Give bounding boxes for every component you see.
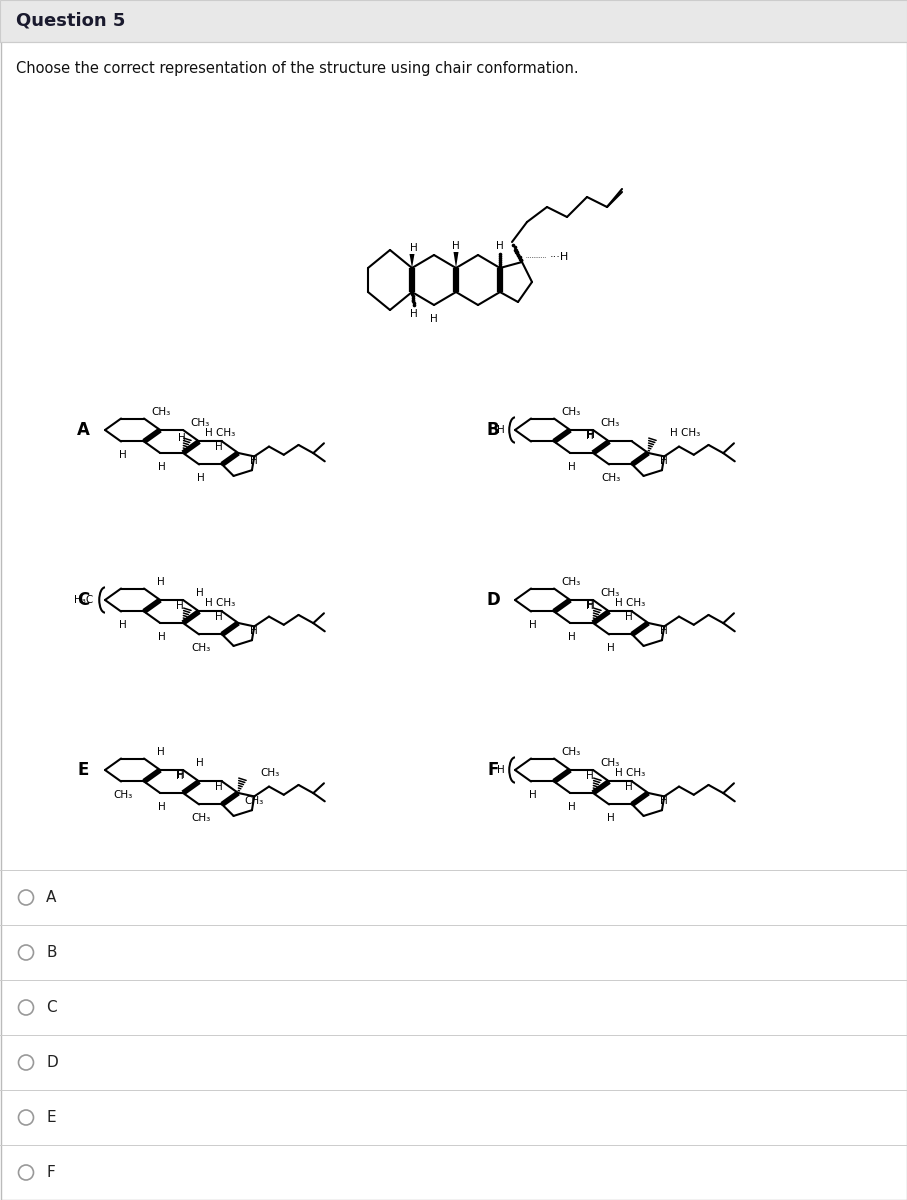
- Text: B: B: [46, 946, 56, 960]
- Text: H: H: [497, 766, 505, 775]
- Text: H: H: [157, 746, 165, 757]
- Text: F: F: [46, 1165, 54, 1180]
- Text: H: H: [625, 612, 633, 623]
- Text: D: D: [46, 1055, 58, 1070]
- Text: H CH₃: H CH₃: [205, 598, 235, 608]
- Text: H: H: [430, 314, 438, 324]
- Text: A: A: [46, 890, 56, 905]
- Text: H: H: [196, 588, 204, 599]
- Text: ···H: ···H: [550, 252, 570, 262]
- Text: CH₃: CH₃: [113, 791, 132, 800]
- Text: H: H: [586, 601, 594, 611]
- Text: H: H: [250, 456, 258, 466]
- Text: H: H: [587, 430, 595, 440]
- Text: CH₃: CH₃: [600, 588, 619, 599]
- Text: H: H: [158, 632, 166, 642]
- Text: CH₃: CH₃: [190, 419, 210, 428]
- Text: H: H: [496, 241, 504, 251]
- Polygon shape: [454, 252, 459, 268]
- Text: H CH₃: H CH₃: [205, 428, 235, 438]
- Text: H CH₃: H CH₃: [615, 598, 645, 608]
- Text: H: H: [586, 770, 594, 781]
- Text: H: H: [179, 433, 186, 443]
- Polygon shape: [409, 254, 414, 268]
- Text: A: A: [76, 421, 90, 439]
- Text: H CH₃: H CH₃: [670, 428, 700, 438]
- Text: H: H: [158, 802, 166, 812]
- Text: H: H: [176, 770, 184, 781]
- Text: H: H: [410, 308, 418, 319]
- Text: H: H: [587, 430, 595, 440]
- Text: CH₃: CH₃: [245, 796, 264, 806]
- Text: H: H: [197, 474, 205, 484]
- Text: F: F: [487, 761, 499, 779]
- Text: H: H: [660, 456, 668, 466]
- Text: H: H: [119, 450, 127, 461]
- Text: H: H: [608, 643, 615, 654]
- Text: H: H: [452, 241, 460, 251]
- Text: C: C: [77, 590, 89, 608]
- Text: H: H: [119, 620, 127, 630]
- Text: H: H: [625, 782, 633, 792]
- Text: H: H: [529, 620, 537, 630]
- Text: CH₃: CH₃: [600, 419, 619, 428]
- Text: H: H: [196, 758, 204, 768]
- Text: C: C: [46, 1000, 56, 1015]
- Text: H: H: [215, 443, 223, 452]
- Text: H: H: [157, 577, 165, 587]
- Text: E: E: [77, 761, 89, 779]
- Text: H: H: [608, 814, 615, 823]
- Text: H: H: [586, 431, 594, 440]
- Text: CH₃: CH₃: [561, 577, 580, 587]
- Text: H: H: [568, 632, 576, 642]
- Text: CH₃: CH₃: [561, 407, 580, 416]
- Text: CH₃: CH₃: [191, 643, 210, 654]
- Text: H: H: [215, 612, 223, 623]
- Text: B: B: [487, 421, 500, 439]
- Text: H: H: [568, 802, 576, 812]
- Text: H CH₃: H CH₃: [615, 768, 645, 778]
- Text: E: E: [46, 1110, 55, 1126]
- Text: H: H: [215, 782, 223, 792]
- Text: H: H: [158, 462, 166, 472]
- Text: Choose the correct representation of the structure using chair conformation.: Choose the correct representation of the…: [16, 60, 579, 76]
- Text: H: H: [568, 462, 576, 472]
- Text: H: H: [660, 626, 668, 636]
- Text: H: H: [660, 796, 668, 806]
- Text: H₃C: H₃C: [73, 595, 93, 605]
- Text: CH₃: CH₃: [260, 768, 279, 778]
- Text: CH₃: CH₃: [600, 758, 619, 768]
- FancyBboxPatch shape: [0, 0, 907, 42]
- Text: CH₃: CH₃: [191, 814, 210, 823]
- Text: H: H: [410, 242, 418, 253]
- Text: D: D: [486, 590, 500, 608]
- Text: H: H: [177, 770, 185, 780]
- Text: H: H: [497, 425, 505, 434]
- Text: CH₃: CH₃: [151, 407, 171, 416]
- Text: CH₃: CH₃: [561, 746, 580, 757]
- Text: H: H: [587, 600, 595, 610]
- Text: H: H: [529, 791, 537, 800]
- Text: H: H: [250, 626, 258, 636]
- Text: Question 5: Question 5: [16, 12, 125, 30]
- Text: CH₃: CH₃: [601, 474, 620, 484]
- Text: H: H: [176, 601, 184, 611]
